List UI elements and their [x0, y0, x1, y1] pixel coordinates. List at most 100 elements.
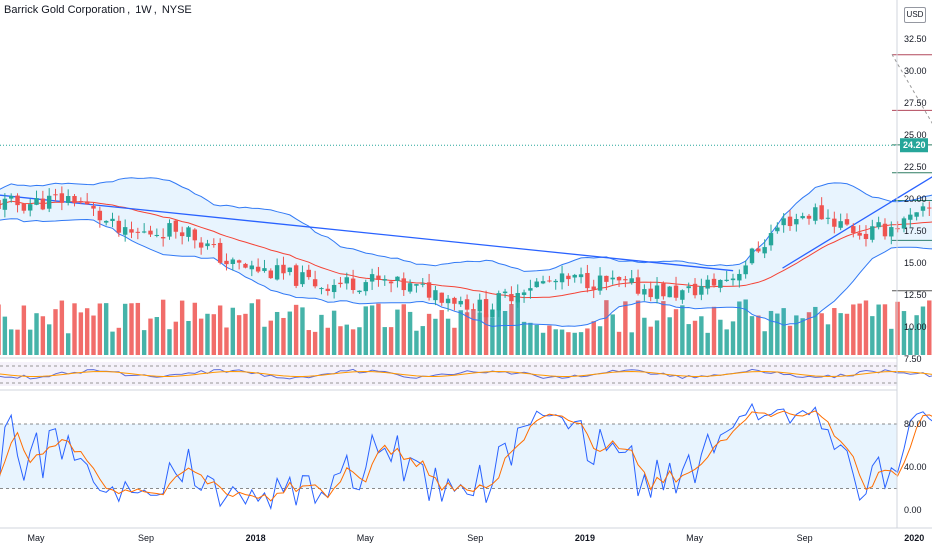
candle-body: [401, 278, 406, 291]
volume-bar: [572, 332, 577, 355]
volume-bar: [2, 316, 8, 355]
bollinger-bands: [0, 177, 932, 328]
candle-body: [585, 272, 590, 289]
candle-body: [179, 232, 185, 237]
candle-body: [800, 216, 805, 219]
candle-body: [433, 290, 438, 301]
volume-bar: [794, 315, 799, 355]
volume-bar: [591, 321, 596, 355]
volume-bar: [800, 318, 805, 355]
candle-body: [369, 274, 375, 282]
candle-body: [338, 282, 343, 285]
time-tick-label: 2020: [904, 533, 924, 543]
candle-body: [718, 279, 723, 288]
candle-body: [211, 244, 217, 246]
candle-body: [27, 204, 33, 211]
candle-body: [186, 227, 191, 237]
volume-bar: [97, 303, 103, 355]
candle-body: [135, 231, 141, 233]
stoch-tick-label: 0.00: [904, 505, 922, 515]
interval[interactable]: 1W: [135, 4, 152, 16]
candle-body: [528, 288, 533, 291]
candle-body: [547, 280, 552, 282]
candle-body: [616, 277, 622, 281]
candle-body: [667, 286, 672, 298]
candle-body: [198, 242, 204, 248]
volume-bar: [129, 303, 134, 355]
volume-bar: [711, 306, 717, 355]
candle-body: [521, 292, 527, 295]
volume-bar: [325, 327, 330, 355]
volume-bar: [192, 302, 198, 355]
price-tick-label: 15.00: [904, 258, 927, 268]
volume-bar: [838, 313, 843, 355]
volume-bar: [433, 318, 438, 355]
candle-body: [572, 274, 577, 278]
volume-bar: [673, 309, 679, 355]
volume-bar: [205, 313, 210, 355]
time-tick-label: Sep: [138, 533, 154, 543]
volume-bar: [667, 317, 672, 355]
volume-bar: [743, 299, 748, 355]
volume-bar: [908, 328, 913, 355]
candle-body: [629, 278, 634, 283]
candle-body: [426, 282, 432, 298]
candle-body: [743, 265, 748, 275]
candle-body: [756, 248, 761, 252]
stoch-d-line: [0, 410, 932, 502]
volume-bar: [268, 320, 274, 355]
candle-body: [148, 230, 153, 235]
candle-body: [540, 281, 546, 284]
volume-bar: [737, 301, 742, 355]
volume-bar: [211, 314, 217, 355]
candle-body: [141, 231, 147, 233]
candle-body: [300, 272, 305, 285]
time-axis: MaySep2018MaySep2019MaySep2020MaySep2021…: [27, 533, 924, 543]
volume-bar: [515, 299, 520, 355]
volume-bar: [103, 303, 109, 355]
volume-bar: [464, 312, 470, 355]
fib-trend-line: [891, 54, 932, 124]
candle-body: [167, 223, 172, 237]
candle-body: [464, 299, 470, 310]
price-tick-label: 20.00: [904, 194, 927, 204]
price-tick-label: 17.50: [904, 226, 927, 236]
volume-bar: [452, 327, 457, 355]
volume-bar: [376, 303, 381, 355]
volume-bar: [312, 331, 318, 355]
trend-line: [782, 176, 932, 269]
volume-bar: [91, 315, 96, 355]
volume-bar: [547, 325, 552, 355]
candle-body: [319, 288, 324, 290]
volume-bar: [825, 324, 831, 355]
volume-bar: [496, 302, 501, 355]
candle-body: [249, 265, 255, 270]
volume-bar: [414, 330, 419, 355]
candle-body: [287, 267, 293, 273]
volume-bar: [46, 324, 52, 355]
volume-bar: [224, 327, 229, 355]
candle-body: [901, 218, 907, 229]
volume-bar: [198, 318, 204, 355]
volume-bar: [287, 311, 293, 355]
volume-bar: [502, 310, 508, 355]
volume-bar: [458, 310, 463, 355]
band-fill: [0, 177, 932, 327]
candle-body: [46, 195, 52, 209]
candle-body: [255, 266, 261, 272]
volume-bar: [53, 309, 58, 355]
price-tick-label: 22.50: [904, 162, 927, 172]
volume-bar: [927, 300, 932, 355]
candle-body: [730, 278, 736, 281]
volume-bar: [116, 327, 122, 355]
candle-body: [483, 299, 489, 318]
volume-bar: [718, 319, 723, 355]
candle-body: [350, 278, 356, 291]
candle-body: [72, 195, 77, 204]
candle-body: [395, 276, 400, 281]
volume-bar: [692, 320, 698, 355]
currency-badge[interactable]: USD: [904, 7, 926, 23]
volume-bar: [686, 324, 691, 355]
candle-body: [699, 286, 704, 295]
